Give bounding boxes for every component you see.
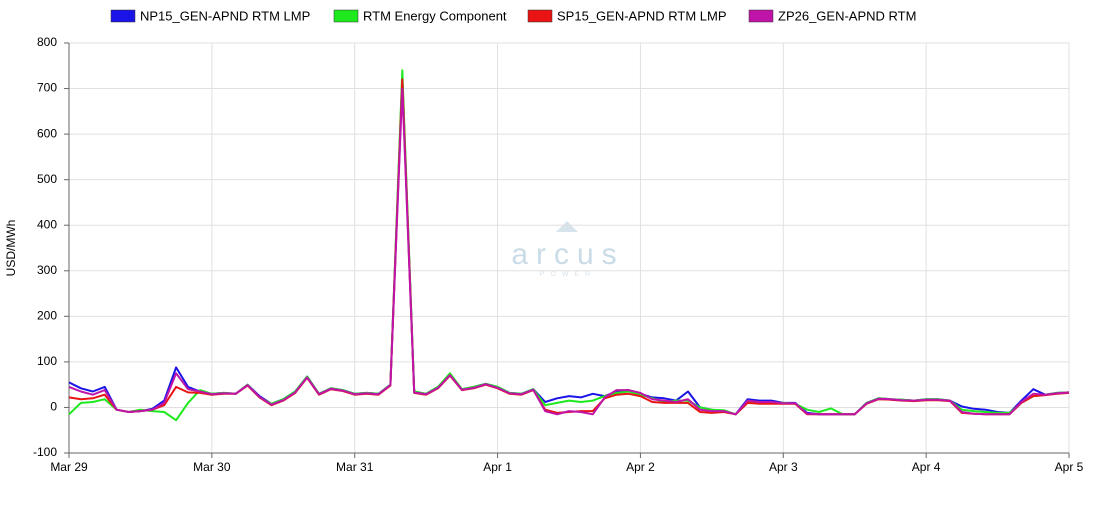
legend-label: RTM Energy Component xyxy=(363,8,507,23)
legend-swatch xyxy=(748,9,774,23)
y-tick-label: 600 xyxy=(37,126,57,140)
legend-swatch xyxy=(527,9,553,23)
y-tick-label: 400 xyxy=(37,217,57,231)
series-line xyxy=(68,87,1070,416)
y-tick-label: 800 xyxy=(37,35,57,49)
x-tick-label: Apr 2 xyxy=(626,460,655,474)
x-tick-label: Mar 31 xyxy=(336,460,374,474)
legend-label: SP15_GEN-APND RTM LMP xyxy=(557,8,727,23)
y-tick-label: 300 xyxy=(37,263,57,277)
y-tick-label: 700 xyxy=(37,81,57,95)
x-tick-label: Apr 3 xyxy=(769,460,798,474)
x-tick-label: Apr 4 xyxy=(912,460,941,474)
y-tick-label: 200 xyxy=(37,309,57,323)
y-tick-label: 100 xyxy=(37,354,57,368)
watermark-icon xyxy=(556,221,578,232)
y-tick-label: 0 xyxy=(50,400,57,414)
x-tick-label: Mar 30 xyxy=(193,460,231,474)
y-tick-label: 500 xyxy=(37,172,57,186)
x-tick-label: Apr 5 xyxy=(1055,460,1084,474)
watermark-sub: POWER xyxy=(540,271,596,278)
legend-swatch xyxy=(333,9,359,23)
legend-swatch xyxy=(110,9,136,23)
x-tick-label: Apr 1 xyxy=(483,460,512,474)
x-tick-label: Mar 29 xyxy=(50,460,88,474)
legend-label: NP15_GEN-APND RTM LMP xyxy=(140,8,310,23)
y-tick-label: -100 xyxy=(33,445,57,459)
watermark: arcus xyxy=(511,238,624,271)
y-axis-label: USD/MWh xyxy=(4,220,18,277)
legend-label: ZP26_GEN-APND RTM xyxy=(778,8,916,23)
